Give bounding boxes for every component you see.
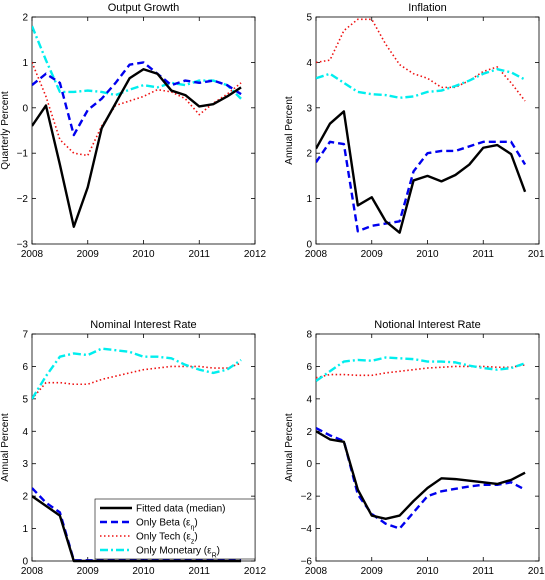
- y-tick-label: 5: [306, 13, 312, 24]
- y-axis-label: Annual Percent: [284, 96, 295, 165]
- y-tick-label: 3: [22, 459, 28, 470]
- x-tick-label: 2009: [361, 566, 384, 575]
- y-tick-label: 5: [22, 394, 28, 405]
- series-line-monetary: [316, 68, 526, 100]
- y-tick-label: −6: [301, 557, 313, 568]
- y-tick-label: 3: [306, 103, 312, 114]
- x-tick-label: 2010: [132, 249, 155, 260]
- x-tick-label: 2011: [472, 249, 494, 260]
- series-line-tech: [32, 62, 242, 157]
- chart-panel-2: Inflation20082009201020112012012345Annua…: [284, 2, 545, 260]
- y-tick-label: 1: [22, 524, 28, 535]
- x-tick-label: 2011: [188, 249, 210, 260]
- x-tick-label: 2012: [528, 249, 545, 260]
- series-line-fitted: [32, 68, 242, 228]
- chart-title: Inflation: [408, 2, 447, 14]
- y-tick-label: −1: [17, 149, 29, 160]
- x-tick-label: 2011: [188, 566, 210, 575]
- y-tick-label: 0: [22, 103, 28, 114]
- series-line-beta: [316, 426, 526, 530]
- x-tick-label: 2009: [77, 566, 100, 575]
- series-line-tech: [316, 18, 526, 102]
- x-tick-label: 2008: [21, 249, 44, 260]
- series-line-tech: [32, 362, 242, 400]
- x-tick-label: 2008: [21, 566, 44, 575]
- y-tick-label: 1: [22, 58, 28, 69]
- y-tick-label: −2: [17, 194, 29, 205]
- legend-label-monetary: Only Monetary (εR): [136, 546, 220, 560]
- y-tick-label: 0: [306, 240, 312, 251]
- y-tick-label: 2: [22, 492, 28, 503]
- x-tick-label: 2011: [472, 566, 494, 575]
- y-axis-label: Annual Percent: [284, 413, 295, 482]
- y-axis-label: Quarterly Percent: [0, 91, 11, 170]
- y-tick-label: 4: [306, 58, 312, 69]
- y-tick-label: 0: [306, 459, 312, 470]
- series-line-beta: [316, 140, 527, 233]
- legend-label-tech: Only Tech (εz): [136, 532, 198, 546]
- y-tick-label: 4: [22, 427, 28, 438]
- x-tick-label: 2010: [132, 566, 155, 575]
- chart-panel-1: Output Growth 2008 2009 2010 2011 2012 −3 −2 −1 0…: [0, 2, 267, 260]
- y-tick-label: 1: [306, 194, 312, 205]
- y-tick-label: 4: [306, 394, 312, 405]
- plot-frame: [31, 16, 256, 245]
- series-line-monetary: [316, 356, 526, 383]
- x-tick-label: 2012: [244, 249, 267, 260]
- legend: Fitted data (median) Only Beta (εη)Only T…: [94, 498, 256, 560]
- x-tick-label: 2008: [305, 249, 328, 260]
- y-tick-label: 8: [306, 330, 312, 341]
- legend-label-fitted: Fitted data (median): [136, 504, 226, 515]
- series-line-monetary: [32, 347, 242, 400]
- series-line-fitted: [32, 495, 242, 563]
- x-tick-label: 2012: [244, 566, 267, 575]
- y-tick-label: −3: [17, 240, 29, 251]
- y-tick-label: 6: [306, 362, 312, 373]
- x-tick-label: 2009: [77, 249, 100, 260]
- y-tick-label: 2: [306, 149, 312, 160]
- series-line-fitted: [316, 430, 526, 521]
- chart-title: Output Growth: [108, 2, 180, 14]
- y-tick-label: 6: [22, 362, 28, 373]
- x-tick-label: 2010: [416, 249, 439, 260]
- series-line-tech: [316, 364, 526, 379]
- plot-frame: [315, 16, 540, 245]
- series-line-fitted: [316, 110, 527, 234]
- chart-title: Notional Interest Rate: [374, 319, 480, 331]
- x-tick-label: 2012: [528, 566, 545, 575]
- series-line-monetary: [32, 25, 242, 100]
- y-tick-label: 2: [306, 427, 312, 438]
- y-tick-label: 7: [22, 330, 28, 341]
- chart-title: Nominal Interest Rate: [90, 319, 196, 331]
- y-tick-label: 2: [22, 13, 28, 24]
- x-tick-label: 2008: [305, 566, 328, 575]
- x-tick-label: 2010: [416, 566, 439, 575]
- y-tick-label: −4: [301, 524, 313, 535]
- y-tick-label: −2: [301, 492, 313, 503]
- y-tick-label: 0: [22, 557, 28, 568]
- x-tick-label: 2009: [361, 249, 384, 260]
- series-line-beta: [32, 61, 242, 137]
- legend-label-beta: Only Beta (εη): [136, 518, 198, 532]
- y-axis-label: Annual Percent: [0, 413, 11, 482]
